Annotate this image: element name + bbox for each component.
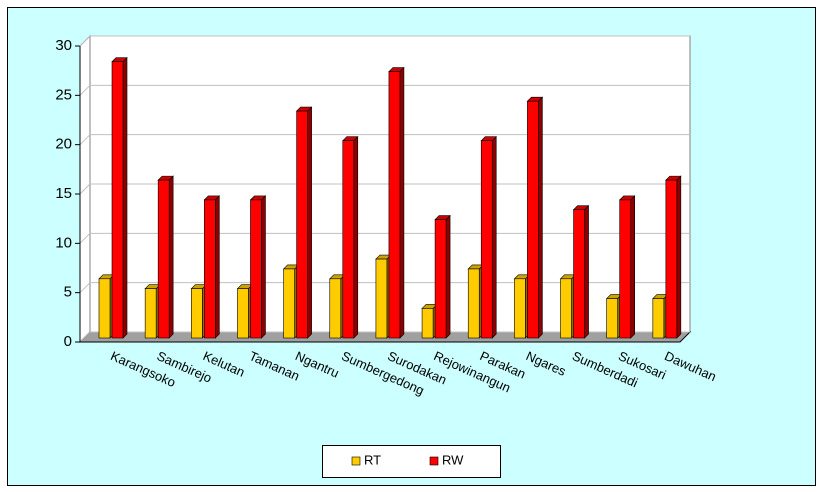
bar-side: [399, 66, 405, 339]
bar-front: [157, 179, 170, 339]
grid-line: [79, 35, 91, 47]
bar-front: [652, 298, 665, 339]
bar-front: [388, 71, 401, 339]
bar-front: [573, 209, 585, 339]
bar: [618, 195, 636, 339]
bar-side: [122, 57, 128, 339]
grid-line: [79, 183, 91, 195]
grid-line: [79, 84, 91, 96]
legend-swatch: [429, 456, 439, 466]
bar-front: [375, 258, 388, 339]
bar-front: [191, 288, 203, 339]
bar-front: [250, 199, 262, 339]
legend-label: RT: [364, 452, 381, 467]
legend-label: RW: [442, 452, 464, 467]
bar: [480, 135, 497, 339]
bar-front: [204, 199, 216, 339]
bar-side: [676, 175, 682, 339]
bar-front: [283, 268, 295, 339]
bar-front: [111, 61, 124, 339]
bar: [157, 175, 174, 339]
bar-side: [491, 135, 497, 339]
bar-side: [261, 195, 266, 339]
bar-front: [467, 268, 480, 339]
y-tick-label: 25: [55, 86, 72, 103]
bar: [526, 96, 544, 339]
bar: [342, 135, 359, 339]
y-tick-label: 5: [64, 284, 72, 301]
bar-side: [445, 214, 451, 339]
bar: [434, 214, 451, 339]
legend-swatch: [351, 456, 361, 466]
bar-side: [353, 135, 359, 339]
bar: [295, 106, 313, 339]
bar-front: [237, 288, 249, 339]
bar: [665, 175, 682, 339]
bar-front: [480, 140, 493, 339]
bar-front: [144, 288, 157, 339]
bar-side: [630, 195, 635, 339]
bar: [111, 57, 128, 339]
bar: [249, 195, 267, 339]
bar-side: [307, 106, 312, 339]
bar-front: [342, 140, 355, 339]
bar-front: [619, 199, 631, 339]
bar-front: [434, 219, 447, 339]
y-tick-label: 0: [64, 333, 72, 350]
grid-line: [79, 232, 91, 244]
bar: [203, 195, 221, 339]
grid-line: [79, 282, 91, 294]
bar-front: [421, 308, 434, 339]
bar-front: [665, 179, 678, 339]
bar-front: [527, 100, 539, 339]
bar-front: [606, 298, 618, 339]
bar-front: [560, 278, 572, 339]
bar: [388, 66, 405, 339]
y-tick-label: 10: [55, 234, 72, 251]
bar-side: [538, 96, 543, 339]
grid-line: [79, 331, 91, 343]
legend-box: [322, 445, 501, 478]
bar: [572, 205, 590, 339]
bar-front: [296, 110, 308, 339]
legend: RT RW: [322, 445, 501, 478]
bar-front: [98, 278, 111, 339]
y-tick-label: 15: [55, 185, 72, 202]
grid-line: [79, 134, 91, 146]
bar-side: [584, 205, 589, 339]
bar-side: [168, 175, 174, 339]
bar-side: [215, 195, 220, 339]
bar-front: [329, 278, 342, 339]
y-tick-label: 20: [55, 136, 72, 153]
y-tick-label: 30: [55, 37, 72, 54]
bar-front: [514, 278, 526, 339]
